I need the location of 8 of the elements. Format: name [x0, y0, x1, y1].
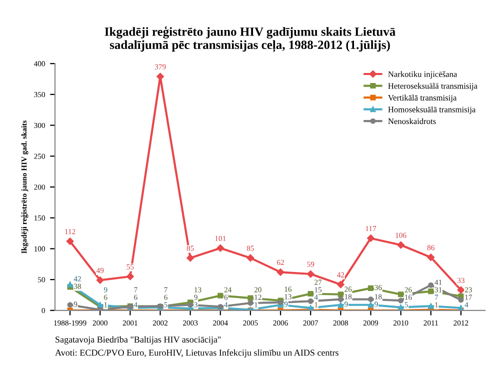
chart-title: Ikgadēji reģistrēto jauno HIV gadījumu skaits Lietuvā sadalījumā pēc transmisijas ceļa, 1988-2012 (1.jūlijs)	[104, 26, 396, 52]
text: Sagatavoja Biedrība "Baltijas HIV asociācija"	[56, 336, 221, 344]
legend-label: Heteroseksuālā transmisija	[388, 82, 478, 90]
legend-label: Narkotiku injicēšana	[388, 71, 458, 79]
legend-label: Nenoskaidrots	[388, 118, 436, 124]
legend-label: Homoseksuālā transmisija	[388, 106, 476, 114]
text: Avoti: ECDC/PVO Euro, EuroHIV, Lietuvas Infekciju slimību un AIDS centrs	[55, 349, 338, 358]
legend-label: Vertikālā transmisija	[388, 94, 457, 102]
